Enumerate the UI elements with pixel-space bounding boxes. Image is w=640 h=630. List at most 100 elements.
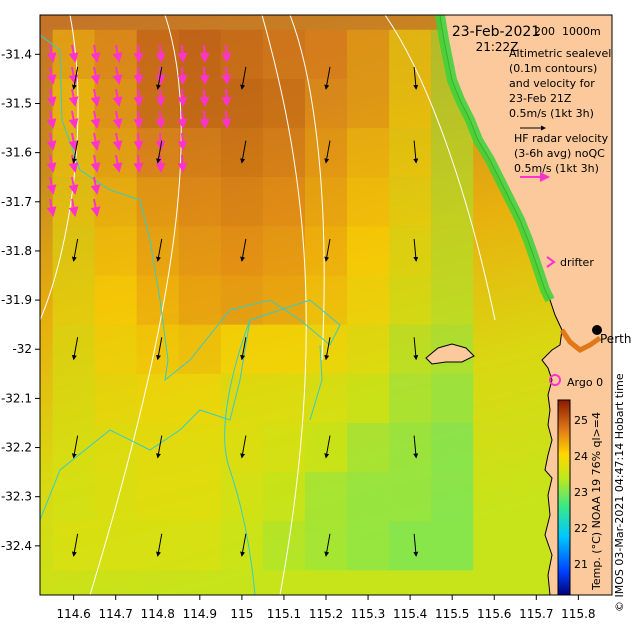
radar-arrow (68, 176, 79, 195)
sst-cell (220, 128, 263, 178)
sst-cell (431, 177, 474, 227)
swan-river (559, 328, 602, 353)
sst-cell (136, 275, 179, 325)
sst-cell (94, 78, 137, 129)
sst-cell (431, 226, 474, 276)
date-label: 23-Feb-2021 (452, 24, 540, 40)
sst-cell (304, 521, 348, 571)
sst-cell (262, 472, 305, 522)
x-tick-label: 114.7 (99, 607, 133, 621)
radar-arrow (46, 88, 57, 107)
sst-cell (220, 275, 263, 325)
sst-cell (389, 78, 432, 129)
radar-arrow (221, 66, 232, 85)
sst-cell (52, 324, 95, 374)
radar-arrow (133, 132, 144, 151)
radar-arrow (90, 154, 101, 173)
sst-cell (347, 177, 390, 227)
radar-arrow (46, 44, 57, 63)
sst-cell (94, 521, 137, 571)
altimetry-arrow (156, 435, 163, 459)
sst-cell (94, 472, 137, 522)
altimetry-arrow (324, 435, 331, 459)
legend-line: 23-Feb 21Z (509, 92, 572, 105)
y-tick-label: -32.4 (1, 539, 32, 553)
radar-arrow (199, 44, 210, 63)
legend-line: (0.1m contours) (509, 62, 597, 75)
altimetry-arrow (71, 533, 79, 557)
y-tick-label: -31.4 (1, 47, 32, 61)
radar-arrow (177, 132, 188, 151)
altimetry-arrow (413, 435, 419, 459)
altimetry-arrow (156, 66, 163, 90)
sst-cell (94, 324, 137, 374)
sst-cell (220, 521, 263, 571)
radar-arrow (112, 154, 123, 173)
bathy-label-200: 200 (534, 25, 555, 38)
sst-cell (347, 275, 390, 325)
radar-arrow (199, 66, 210, 85)
drifter-legend: drifter (546, 256, 594, 269)
x-tick-label: 115.1 (267, 607, 301, 621)
y-tick-label: -31.9 (1, 293, 32, 307)
sst-cell (94, 275, 137, 325)
coastal-fringe (435, 15, 555, 303)
radar-arrow (177, 110, 188, 129)
altimetry-arrow (240, 140, 247, 164)
legend-line: (3-6h avg) noQC (514, 147, 605, 160)
radar-arrow (177, 154, 188, 173)
radar-arrow (133, 66, 144, 85)
x-tick-label: 114.8 (141, 607, 175, 621)
radar-arrow (112, 44, 123, 63)
radar-arrow (221, 88, 232, 107)
sst-cell (347, 78, 390, 129)
sst-cell (262, 226, 305, 276)
sst-cell (347, 128, 390, 178)
radar-arrow (68, 66, 79, 85)
x-tick-label: 115.8 (561, 607, 595, 621)
radar-arrow (133, 44, 144, 63)
radar-arrow (177, 44, 188, 63)
x-tick-label: 115.2 (309, 607, 343, 621)
altimetry-arrow (413, 337, 419, 361)
sst-cell (389, 422, 432, 473)
sst-cell (262, 422, 305, 473)
sst-cell (52, 472, 95, 522)
legend-line: and velocity for (509, 77, 595, 90)
radar-arrow (155, 88, 166, 107)
radar-arrow (199, 110, 210, 129)
colorbar-tick: 24 (574, 450, 588, 463)
radar-arrow (155, 154, 166, 173)
hf-radar-legend: HF radar velocity (3-6h avg) noQC 0.5m/s… (514, 132, 609, 182)
sst-cell (178, 78, 221, 129)
sst-cell (347, 226, 390, 276)
sst-cell (220, 324, 263, 374)
sst-cell (262, 29, 305, 79)
x-tick-label: 115.5 (435, 607, 469, 621)
radar-arrow (90, 66, 101, 85)
colorbar-ticks: 25 24 23 22 21 (574, 414, 588, 571)
radar-arrow (199, 88, 210, 107)
argo-marker (549, 374, 561, 386)
sst-cell (262, 373, 305, 423)
rottnest-island (425, 343, 475, 365)
hf-radar-vectors (46, 44, 232, 217)
altimetry-arrow (156, 140, 163, 164)
sst-cell (304, 128, 348, 178)
altimetry-arrow (240, 337, 247, 361)
sst-cell (389, 275, 432, 325)
imos-credit: © IMOS 03-Mar-2021 04:47:14 Hobart time (613, 373, 626, 612)
perth-marker (592, 325, 602, 335)
colorbar-gradient (557, 399, 571, 596)
sst-cell (136, 29, 179, 79)
altimetry-arrow (240, 533, 247, 557)
sst-cell (304, 177, 348, 227)
altimetry-arrow (413, 238, 419, 262)
sst-cell (52, 373, 95, 423)
legend-line: HF radar velocity (514, 132, 609, 145)
radar-arrow (90, 132, 101, 151)
radar-arrow (90, 88, 101, 107)
y-tick-label: -32.2 (1, 441, 32, 455)
legend-line: 0.5m/s (1kt 3h) (514, 162, 599, 175)
